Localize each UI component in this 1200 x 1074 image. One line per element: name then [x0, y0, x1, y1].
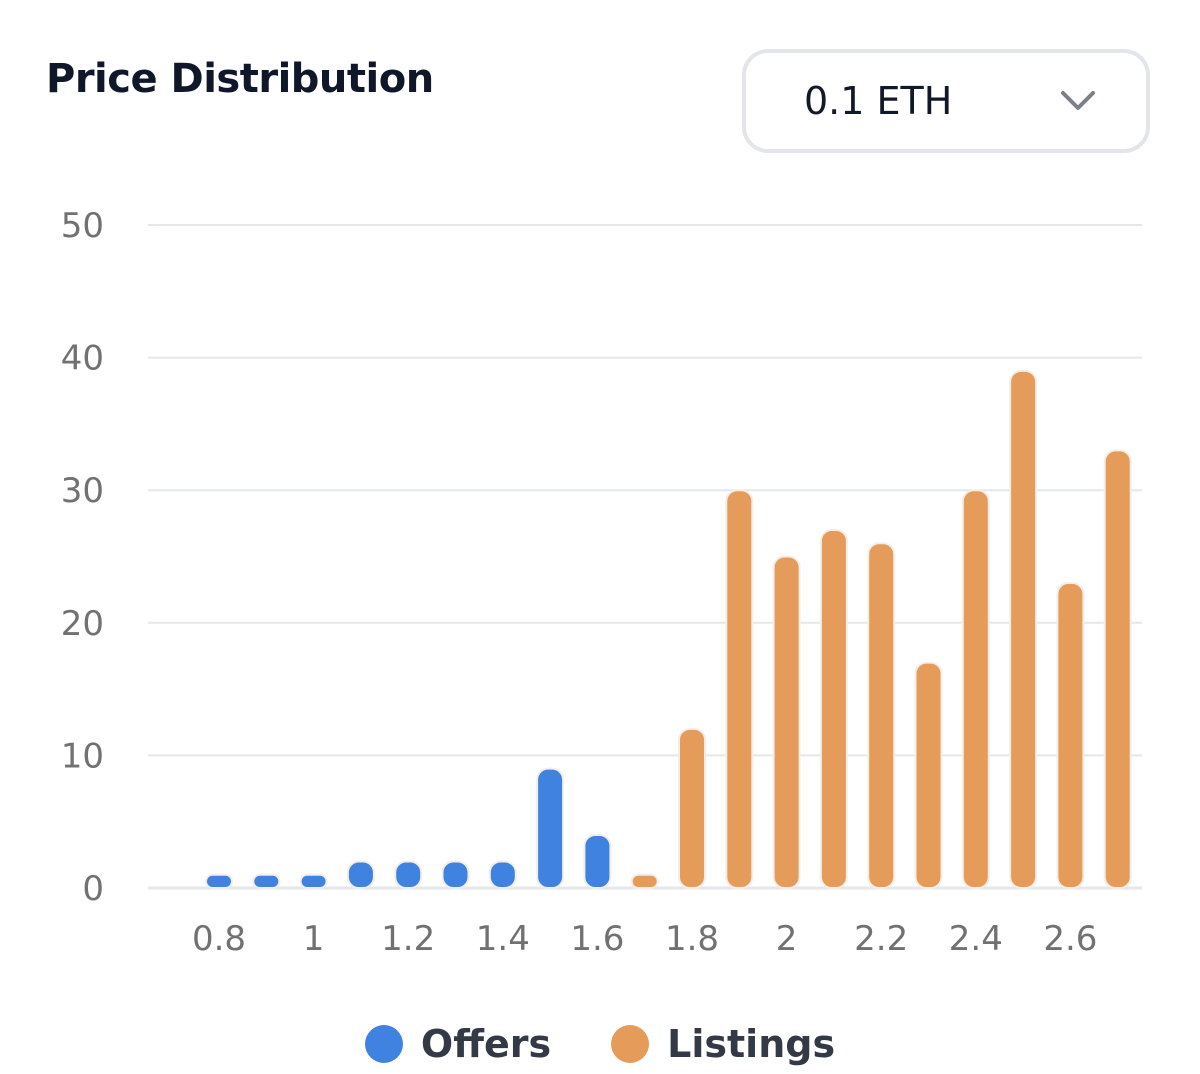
- bar-offers[interactable]: [346, 860, 375, 889]
- bar-offers[interactable]: [299, 873, 328, 889]
- legend-dot-offers: [364, 1025, 403, 1063]
- legend-item-listings[interactable]: Listings: [611, 1022, 835, 1066]
- x-tick-label: 1.2: [381, 919, 435, 959]
- y-axis-ticks: 0 10 20 30 40 50: [61, 206, 104, 909]
- y-tick-label: 40: [61, 339, 104, 379]
- bar-offers[interactable]: [536, 767, 565, 889]
- x-tick-label: 1.4: [476, 919, 530, 959]
- y-tick-label: 30: [61, 471, 104, 511]
- y-tick-label: 50: [61, 206, 104, 246]
- bar-listings[interactable]: [678, 727, 706, 889]
- bar-listings[interactable]: [961, 489, 990, 889]
- price-distribution-chart: 0 10 20 30 40 50 0.8 1 1.2 1.4 1.6 1.8 2 2.2 2.4 2.6: [61, 206, 1142, 959]
- bar-offers[interactable]: [394, 860, 423, 889]
- price-step-value: 0.1 ETH: [804, 79, 953, 123]
- bar-listings[interactable]: [867, 542, 896, 889]
- y-tick-label: 0: [82, 869, 104, 909]
- legend-label-listings: Listings: [667, 1022, 836, 1066]
- x-tick-label: 2.4: [949, 919, 1003, 959]
- x-tick-label: 2.6: [1043, 919, 1097, 959]
- y-tick-label: 20: [61, 604, 104, 644]
- price-step-select[interactable]: 0.1 ETH: [742, 49, 1150, 153]
- x-tick-label: 1: [303, 919, 325, 959]
- bar-listings[interactable]: [914, 661, 943, 890]
- bar-offers[interactable]: [205, 873, 233, 889]
- bar-offers[interactable]: [583, 833, 612, 890]
- bar-listings[interactable]: [819, 528, 848, 889]
- chevron-down-icon: [1061, 91, 1095, 110]
- chart-gridlines: [148, 224, 1142, 890]
- x-tick-label: 1.8: [665, 919, 719, 959]
- bar-offers[interactable]: [441, 860, 470, 889]
- legend-label-offers: Offers: [420, 1022, 552, 1066]
- chart-bars: [205, 369, 1132, 890]
- y-tick-label: 10: [61, 736, 104, 776]
- bar-offers[interactable]: [252, 873, 281, 889]
- bar-listings[interactable]: [1009, 369, 1038, 889]
- bar-offers[interactable]: [488, 860, 517, 889]
- x-tick-label: 1.6: [570, 919, 624, 959]
- x-tick-label: 0.8: [192, 919, 246, 959]
- legend-dot-listings: [611, 1025, 650, 1063]
- bar-listings[interactable]: [1103, 449, 1132, 889]
- x-tick-label: 2: [776, 919, 798, 959]
- bar-listings[interactable]: [630, 873, 659, 889]
- x-tick-label: 2.2: [854, 919, 908, 959]
- bar-listings[interactable]: [1056, 582, 1085, 890]
- bar-listings[interactable]: [725, 489, 754, 889]
- x-axis-ticks: 0.8 1 1.2 1.4 1.6 1.8 2 2.2 2.4 2.6: [192, 919, 1097, 959]
- legend-item-offers[interactable]: Offers: [364, 1022, 552, 1066]
- page-title: Price Distribution: [46, 56, 434, 102]
- bar-listings[interactable]: [772, 555, 801, 889]
- chart-legend: Offers Listings: [0, 1016, 1200, 1072]
